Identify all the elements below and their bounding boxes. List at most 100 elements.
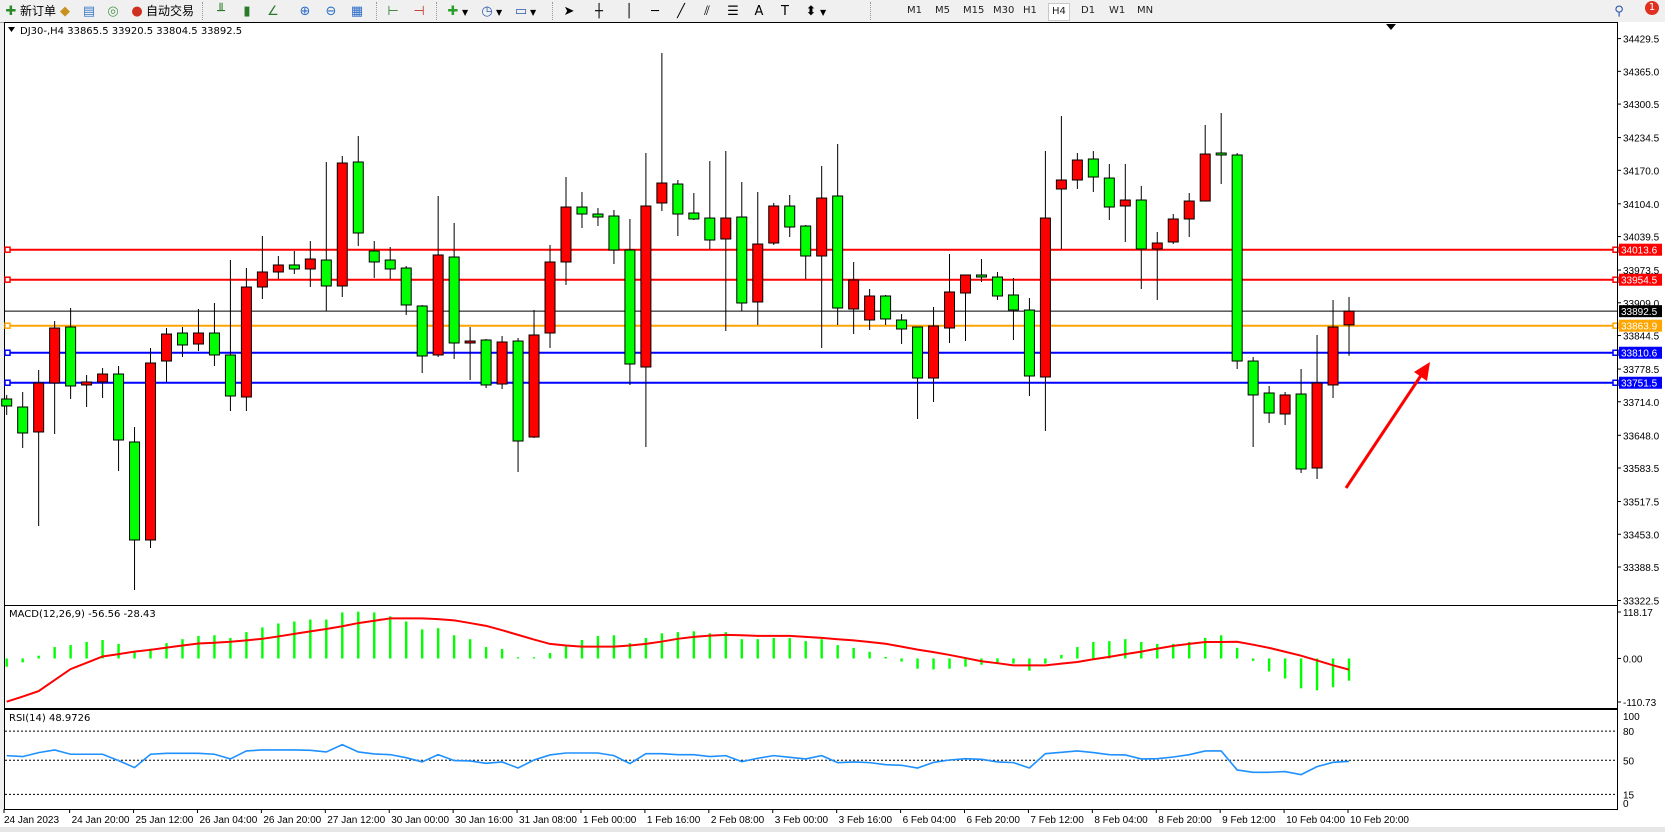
candlestick-button[interactable]: ▮ [238, 2, 256, 20]
level-handle[interactable] [4, 322, 11, 329]
candle[interactable] [832, 144, 844, 325]
candle[interactable] [33, 370, 45, 526]
trendline-button[interactable]: ╱ [672, 2, 690, 20]
zoom-in-button[interactable]: ⊕ [296, 2, 314, 20]
notification-badge[interactable]: 1 [1645, 1, 1659, 15]
history-button[interactable]: ◆ [56, 2, 74, 20]
candle[interactable] [129, 427, 141, 590]
candle[interactable] [960, 274, 971, 342]
periods-button[interactable]: ◷ ▼ [478, 2, 502, 20]
candle[interactable] [720, 151, 732, 332]
candle[interactable] [1135, 186, 1147, 289]
candle[interactable] [1263, 385, 1275, 423]
crosshair-button[interactable]: ┼ [590, 2, 608, 20]
fibonacci-button[interactable]: ☰ [724, 2, 742, 20]
candle[interactable] [800, 224, 812, 279]
candle[interactable] [656, 53, 668, 212]
bar-chart-button[interactable]: ╨ [212, 2, 230, 20]
candle[interactable] [432, 196, 444, 358]
annotation-arrow[interactable] [1344, 362, 1430, 489]
timeframe-h1[interactable]: H1 [1023, 5, 1037, 16]
candle[interactable] [1327, 300, 1339, 399]
candle[interactable] [1231, 153, 1243, 369]
candle[interactable] [480, 338, 492, 389]
candle[interactable] [576, 191, 588, 229]
candle[interactable] [1343, 296, 1355, 356]
candle[interactable] [928, 307, 940, 402]
chart-menu-triangle-icon[interactable] [8, 27, 15, 32]
candle[interactable] [448, 223, 460, 359]
timeframe-m30[interactable]: M30 [993, 5, 1015, 16]
navigator-button[interactable]: ▤ [80, 2, 98, 20]
level-handle[interactable] [4, 246, 11, 253]
candle[interactable] [944, 254, 956, 344]
candle[interactable] [1167, 214, 1179, 245]
timeframe-mn[interactable]: MN [1137, 5, 1154, 16]
candle[interactable] [17, 391, 29, 448]
candle[interactable] [1151, 231, 1163, 301]
text-label-button[interactable]: T [776, 2, 794, 20]
arrows-button[interactable]: ⬍ ▼ [802, 2, 827, 20]
candle[interactable] [1023, 298, 1035, 396]
candle[interactable] [848, 261, 860, 335]
candle[interactable] [113, 365, 125, 472]
candle[interactable] [272, 255, 284, 279]
candle[interactable] [176, 327, 188, 358]
candle[interactable] [688, 193, 700, 221]
candle[interactable] [1119, 164, 1131, 242]
candle[interactable] [912, 326, 924, 419]
candle[interactable] [1183, 193, 1195, 238]
candle[interactable] [1039, 151, 1051, 432]
candle[interactable] [608, 210, 620, 265]
candle[interactable] [768, 203, 780, 245]
candle[interactable] [736, 181, 748, 312]
autoscroll-button[interactable]: ⊣ [410, 2, 428, 20]
candle[interactable] [704, 161, 716, 249]
candle[interactable] [49, 321, 61, 435]
candle[interactable] [592, 208, 604, 227]
candle[interactable] [896, 314, 908, 345]
candle[interactable] [161, 328, 172, 382]
candle[interactable] [1199, 124, 1211, 202]
timeframe-h4[interactable]: H4 [1048, 3, 1070, 21]
candle[interactable] [752, 191, 764, 325]
candle[interactable] [880, 294, 892, 325]
auto-trading-button[interactable]: ● 自动交易 [128, 2, 194, 20]
tile-windows-button[interactable]: ▦ [348, 2, 366, 20]
cursor-button[interactable]: ➤ [560, 2, 578, 20]
candle[interactable] [145, 348, 157, 549]
candle[interactable] [1087, 151, 1099, 192]
candle[interactable] [320, 161, 332, 312]
level-handle[interactable] [4, 276, 11, 283]
candle[interactable] [1279, 391, 1291, 425]
candle[interactable] [1071, 153, 1083, 189]
candle[interactable] [97, 368, 109, 399]
candle[interactable] [224, 260, 236, 412]
candle[interactable] [624, 218, 636, 385]
candle[interactable] [208, 303, 220, 366]
candle[interactable] [560, 177, 572, 285]
candle[interactable] [528, 310, 540, 439]
candle[interactable] [384, 247, 396, 279]
candle[interactable] [1103, 164, 1115, 221]
timeframe-m1[interactable]: M1 [907, 5, 922, 16]
candle[interactable] [400, 265, 412, 315]
horizontal-line-button[interactable]: ─ [646, 2, 664, 20]
candle[interactable] [672, 180, 684, 237]
candle[interactable] [1007, 278, 1019, 341]
candle[interactable] [1295, 368, 1307, 473]
candle[interactable] [304, 241, 316, 288]
timeframe-d1[interactable]: D1 [1081, 5, 1096, 16]
candle[interactable] [256, 236, 268, 299]
candle[interactable] [368, 241, 380, 279]
candle[interactable] [512, 338, 524, 472]
candle[interactable] [991, 271, 1003, 301]
chart-shift-marker-icon[interactable] [1386, 24, 1396, 30]
candle[interactable] [975, 258, 987, 282]
level-handle[interactable] [4, 379, 11, 386]
indicators-button[interactable]: ✚ ▼ [444, 2, 469, 20]
line-chart-button[interactable]: ∠ [264, 2, 282, 20]
signal-button[interactable]: ◎ [104, 2, 122, 20]
candle[interactable] [352, 136, 364, 247]
